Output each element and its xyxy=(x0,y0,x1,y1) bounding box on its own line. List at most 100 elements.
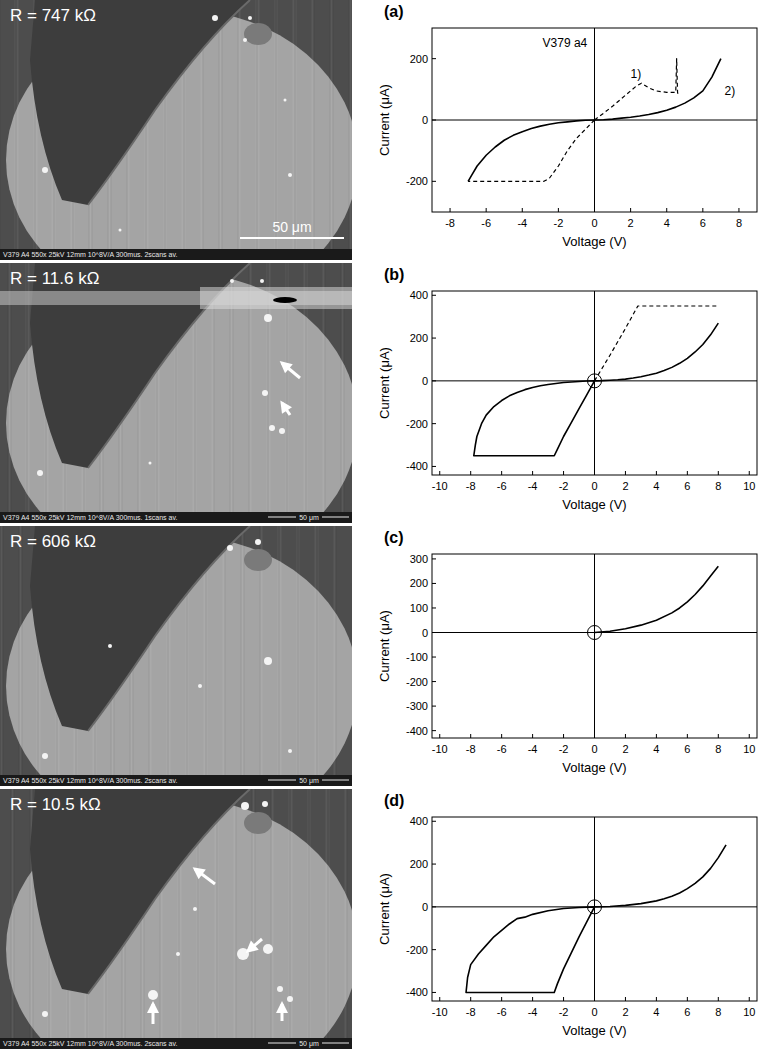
bright-spot xyxy=(269,425,275,431)
origin-circle xyxy=(588,900,602,914)
bright-spot xyxy=(108,644,112,648)
scale-bar-label: 50 μm xyxy=(299,777,319,785)
x-tick xyxy=(625,997,626,1001)
y-tick xyxy=(432,864,436,865)
data-group xyxy=(474,306,719,456)
x-tick xyxy=(450,208,451,212)
bright-spot xyxy=(42,753,48,759)
y-tick-label: 200 xyxy=(410,53,428,65)
x-tick xyxy=(718,471,719,475)
x-tick xyxy=(439,734,440,738)
bright-spot xyxy=(42,167,48,173)
bright-spot xyxy=(263,944,273,954)
bright-spot xyxy=(212,15,218,21)
bright-spot xyxy=(288,749,292,753)
footer-text: V379 A4 550x 25kV 12mm 10^8V/A 300mus. 2… xyxy=(3,251,177,258)
scan-streak xyxy=(281,526,282,786)
scan-streak xyxy=(299,526,300,786)
annotation: V379 a4 xyxy=(543,36,588,50)
bright-spot xyxy=(241,802,249,810)
scan-streak xyxy=(290,789,291,1049)
iv-curve xyxy=(468,59,721,182)
footer-strip xyxy=(0,1038,352,1049)
scan-streak xyxy=(215,789,216,1049)
zero-line-x xyxy=(594,554,595,738)
scan-streak xyxy=(235,789,236,1049)
x-tick-label: -10 xyxy=(432,1006,448,1018)
scan-streak xyxy=(332,0,333,260)
bright-spot xyxy=(149,462,152,465)
plot-frame xyxy=(432,817,757,1001)
bright-spot xyxy=(260,279,264,283)
scan-streak xyxy=(239,0,240,260)
x-tick-label: -10 xyxy=(432,743,448,755)
bright-spot xyxy=(262,801,268,807)
x-tick-label: 8 xyxy=(715,1006,721,1018)
scale-bar-patch xyxy=(296,1038,322,1048)
y-tick-label: -100 xyxy=(406,651,428,663)
figure: V379 A4 550x 25kV 12mm 10^8V/A 300mus. 2… xyxy=(0,0,767,1051)
iv-curve xyxy=(595,306,719,381)
scan-streak xyxy=(349,0,350,260)
pad-defect xyxy=(244,812,272,834)
origin-circle xyxy=(588,626,602,640)
origin-circle xyxy=(588,374,602,388)
x-tick xyxy=(594,734,595,738)
scan-streak xyxy=(313,0,314,260)
bright-spot xyxy=(264,314,272,322)
y-tick-label: -400 xyxy=(406,725,428,737)
y-tick-label: -200 xyxy=(406,944,428,956)
x-tick xyxy=(749,997,750,1001)
scan-streak xyxy=(312,0,313,260)
probe-tip xyxy=(30,526,250,731)
y-tick xyxy=(432,380,436,381)
probe-tip xyxy=(30,789,250,994)
scan-streak xyxy=(318,526,319,786)
x-tick-label: -6 xyxy=(497,1006,507,1018)
iv-curve xyxy=(468,59,678,182)
bright-spot xyxy=(230,279,234,283)
x-tick xyxy=(563,734,564,738)
footer-strip xyxy=(0,249,352,260)
scan-streak xyxy=(2,526,3,786)
x-tick xyxy=(656,471,657,475)
scan-streak xyxy=(350,0,351,260)
footer-strip xyxy=(0,512,352,523)
y-tick xyxy=(432,338,436,339)
scan-streak xyxy=(330,0,331,260)
x-tick xyxy=(702,208,703,212)
y-tick xyxy=(432,466,436,467)
y-tick-label: -200 xyxy=(406,418,428,430)
y-tick xyxy=(432,558,436,559)
x-tick-label: 2 xyxy=(622,743,628,755)
scan-streak xyxy=(22,526,23,786)
bright-spot xyxy=(148,990,158,1000)
y-tick-label: -200 xyxy=(406,676,428,688)
x-axis-title: Voltage (V) xyxy=(562,1023,626,1038)
x-tick-label: -8 xyxy=(466,743,476,755)
scan-streak xyxy=(15,0,16,260)
probe-edge xyxy=(88,526,250,731)
annotation: 2) xyxy=(725,84,736,98)
x-tick-label: -2 xyxy=(553,217,563,229)
x-axis-title: Voltage (V) xyxy=(562,760,626,775)
x-tick xyxy=(532,734,533,738)
y-tick-label: -400 xyxy=(406,986,428,998)
y-tick xyxy=(432,657,436,658)
scan-streak xyxy=(292,789,293,1049)
scan-streak xyxy=(21,526,22,786)
y-tick-label: -400 xyxy=(406,460,428,472)
x-tick-label: 4 xyxy=(653,743,659,755)
scan-streak xyxy=(335,526,336,786)
scale-bar-patch xyxy=(296,512,322,522)
x-tick-label: -2 xyxy=(559,480,569,492)
y-tick-label: -200 xyxy=(406,175,428,187)
scan-streak xyxy=(236,789,237,1049)
bright-spot xyxy=(198,684,202,688)
y-tick xyxy=(432,58,436,59)
x-tick xyxy=(594,997,595,1001)
y-tick xyxy=(432,730,436,731)
y-axis-title: Current (μA) xyxy=(377,347,392,419)
plot-frame xyxy=(432,28,757,212)
scan-streak xyxy=(345,789,346,1049)
